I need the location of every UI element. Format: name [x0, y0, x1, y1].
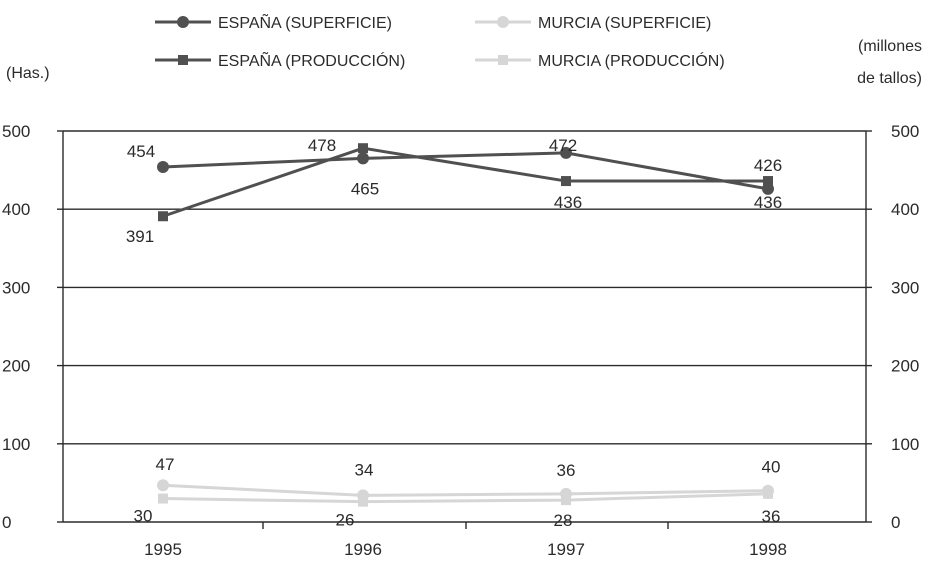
y-right-tick-label-0: 0 — [891, 513, 900, 532]
series-0-point-0 — [157, 160, 169, 173]
series-3-point-0 — [158, 493, 168, 504]
y-right-tick-label-400: 400 — [891, 200, 919, 219]
data-label-s2-3: 436 — [754, 193, 782, 212]
legend-label-0: ESPAÑA (SUPERFICIE) — [218, 12, 392, 32]
y-left-tick-label-300: 300 — [2, 278, 30, 297]
series-2-point-0 — [158, 211, 168, 222]
legend-item-1: MURCIA (SUPERFICIE) — [475, 15, 711, 32]
series-3-point-3 — [763, 488, 773, 499]
x-tick-label-1996: 1996 — [344, 540, 382, 559]
data-label-s3-2: 28 — [554, 511, 573, 530]
series-3-point-1 — [358, 496, 368, 507]
y-axis-left-label: (Has.) — [6, 65, 50, 82]
legend-item-3: MURCIA (PRODUCCIÓN) — [475, 51, 725, 70]
series-3-point-2 — [561, 495, 571, 506]
series-line-2 — [162, 146, 768, 218]
y-left-tick-label-100: 100 — [2, 435, 30, 454]
y-left-tick-label-200: 200 — [2, 357, 30, 376]
data-label-s3-0: 30 — [134, 507, 153, 526]
data-label-s0-3: 426 — [754, 156, 782, 175]
data-label-s2-0: 391 — [126, 227, 154, 246]
data-label-s3-1: 26 — [336, 511, 355, 530]
x-tick-label-1995: 1995 — [144, 540, 182, 559]
y-right-tick-label-200: 200 — [891, 357, 919, 376]
legend-item-0: ESPAÑA (SUPERFICIE) — [155, 12, 392, 32]
legend-marker-1 — [497, 16, 509, 28]
legend-label-3: MURCIA (PRODUCCIÓN) — [538, 51, 725, 70]
data-label-s1-3: 40 — [762, 458, 781, 477]
series-2-point-3 — [763, 176, 773, 187]
gridlines — [63, 130, 866, 445]
data-label-s1-1: 34 — [355, 460, 374, 479]
legend-label-1: MURCIA (SUPERFICIE) — [538, 15, 711, 32]
series-2-point-1 — [358, 143, 368, 154]
data-label-s3-3: 36 — [762, 507, 781, 526]
axes: 0 0 100 100 200 200 300 300 400 400 500 500 1995 1996… — [2, 122, 919, 559]
legend-label-2: ESPAÑA (PRODUCCIÓN) — [218, 50, 405, 70]
data-label-s0-2: 472 — [549, 136, 577, 155]
legend-marker-2 — [178, 55, 188, 65]
series-line-3 — [162, 492, 769, 504]
data-label-s1-2: 36 — [557, 461, 576, 480]
legend: ESPAÑA (SUPERFICIE) MURCIA (SUPERFICIE) ES… — [155, 12, 725, 70]
x-tick-label-1997: 1997 — [547, 540, 585, 559]
data-label-s1-0: 47 — [156, 455, 175, 474]
data-label-s2-2: 436 — [554, 193, 582, 212]
legend-marker-3 — [498, 55, 508, 65]
series-0-point-2 — [560, 146, 572, 159]
series-line-1 — [162, 483, 769, 497]
y-right-tick-label-300: 300 — [891, 278, 919, 297]
y-axis-right-label-line1: (millones — [858, 38, 922, 55]
legend-marker-0 — [177, 16, 189, 28]
y-axis-right-label-line2: de tallos) — [857, 70, 922, 87]
x-tick-label-1998: 1998 — [749, 540, 787, 559]
y-right-tick-label-100: 100 — [891, 435, 919, 454]
data-label-s2-1: 478 — [308, 136, 336, 155]
data-label-s0-1: 465 — [351, 179, 379, 198]
data-label-s0-0: 454 — [127, 142, 155, 161]
y-left-tick-label-500: 500 — [2, 122, 30, 141]
series-0-point-1 — [357, 152, 369, 165]
data-labels: 454 465 472 426 391 478 436 436 47 34 36 40 30 26 28 36 — [126, 136, 782, 530]
series-group — [157, 143, 774, 507]
y-right-tick-label-500: 500 — [891, 122, 919, 141]
y-left-tick-label-400: 400 — [2, 200, 30, 219]
series-2-point-2 — [561, 176, 571, 187]
y-left-tick-label-0: 0 — [2, 513, 11, 532]
series-1-point-0 — [157, 479, 169, 492]
series-line-0 — [162, 151, 769, 191]
legend-item-2: ESPAÑA (PRODUCCIÓN) — [155, 50, 405, 70]
